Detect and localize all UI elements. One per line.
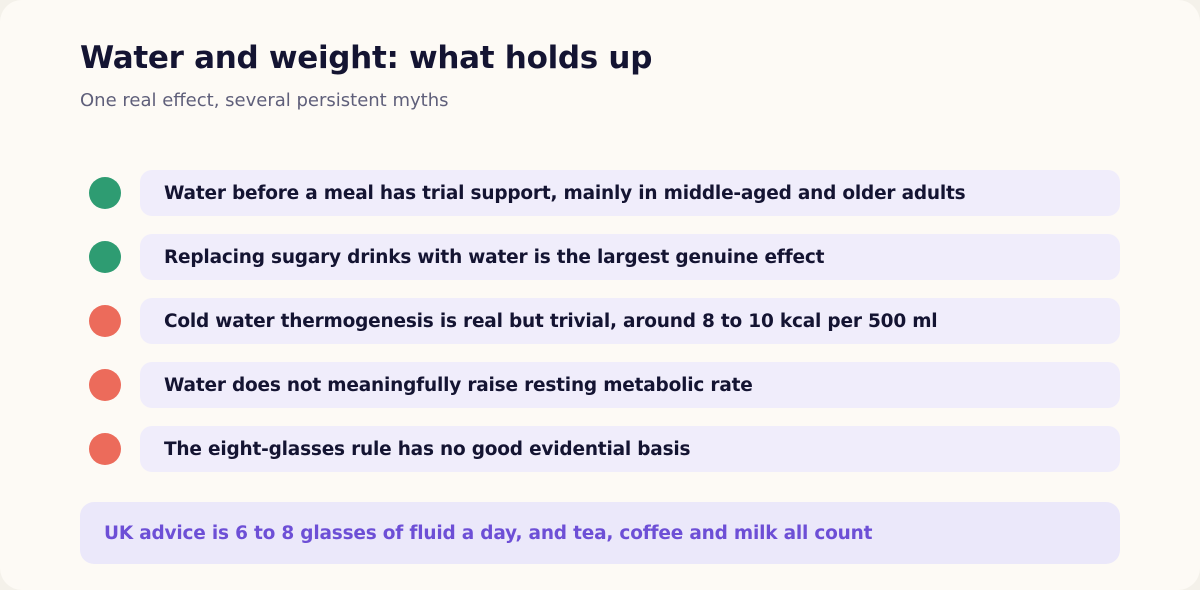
claim-row-3: Cold water thermogenesis is real but tri… — [88, 298, 1120, 344]
status-dot-icon — [89, 369, 121, 401]
status-dot-icon — [89, 305, 121, 337]
guidance-note: UK advice is 6 to 8 glasses of fluid a d… — [80, 502, 1120, 564]
claim-text: Replacing sugary drinks with water is th… — [164, 246, 825, 268]
claim-pill: Water before a meal has trial support, m… — [140, 170, 1120, 216]
claim-text: Cold water thermogenesis is real but tri… — [164, 310, 938, 332]
claim-row-1: Water before a meal has trial support, m… — [88, 170, 1120, 216]
guidance-note-text: UK advice is 6 to 8 glasses of fluid a d… — [104, 522, 873, 544]
status-dot-icon — [89, 177, 121, 209]
claim-pill: Replacing sugary drinks with water is th… — [140, 234, 1120, 280]
claim-pill: Water does not meaningfully raise restin… — [140, 362, 1120, 408]
claim-row-4: Water does not meaningfully raise restin… — [88, 362, 1120, 408]
page-title: Water and weight: what holds up — [80, 40, 653, 76]
claim-pill: The eight-glasses rule has no good evide… — [140, 426, 1120, 472]
page-subtitle: One real effect, several persistent myth… — [80, 90, 449, 111]
status-dot-icon — [89, 433, 121, 465]
claim-text: The eight-glasses rule has no good evide… — [164, 438, 691, 460]
claim-text: Water before a meal has trial support, m… — [164, 182, 966, 204]
claim-text: Water does not meaningfully raise restin… — [164, 374, 753, 396]
claim-row-2: Replacing sugary drinks with water is th… — [88, 234, 1120, 280]
status-dot-icon — [89, 241, 121, 273]
claim-row-5: The eight-glasses rule has no good evide… — [88, 426, 1120, 472]
claim-pill: Cold water thermogenesis is real but tri… — [140, 298, 1120, 344]
